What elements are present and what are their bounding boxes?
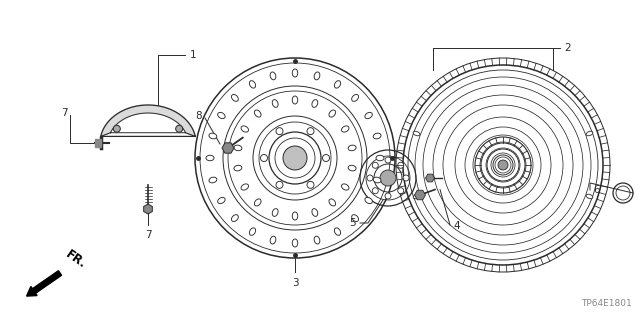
Ellipse shape [373,133,381,139]
Ellipse shape [292,69,298,77]
Circle shape [276,181,283,188]
Ellipse shape [241,184,248,190]
Polygon shape [95,139,101,147]
Ellipse shape [365,112,372,119]
Ellipse shape [250,228,255,235]
Ellipse shape [329,110,335,117]
Ellipse shape [342,126,349,132]
Ellipse shape [292,212,298,220]
Ellipse shape [334,228,340,235]
Text: 3: 3 [292,278,298,288]
Ellipse shape [234,145,242,151]
Ellipse shape [272,100,278,108]
Ellipse shape [218,197,225,204]
Ellipse shape [413,194,420,199]
Circle shape [323,154,330,161]
Ellipse shape [292,96,298,104]
Ellipse shape [209,177,217,183]
Circle shape [372,162,378,168]
Circle shape [307,181,314,188]
Ellipse shape [312,100,318,108]
Ellipse shape [250,81,255,88]
Ellipse shape [209,133,217,139]
Ellipse shape [329,199,335,206]
Ellipse shape [234,165,242,171]
Ellipse shape [270,72,276,80]
Circle shape [283,146,307,170]
Ellipse shape [348,165,356,171]
Ellipse shape [586,194,593,199]
Ellipse shape [241,126,248,132]
Ellipse shape [351,215,358,221]
Ellipse shape [314,236,320,244]
Ellipse shape [376,155,384,161]
Text: FR.: FR. [63,248,88,271]
Text: 7: 7 [61,108,68,118]
Circle shape [307,128,314,135]
Circle shape [380,170,396,186]
Ellipse shape [232,215,238,221]
Circle shape [403,175,409,181]
Ellipse shape [292,239,298,247]
Circle shape [367,175,373,181]
Text: 8: 8 [195,111,202,121]
Ellipse shape [254,199,261,206]
Circle shape [113,125,120,132]
Ellipse shape [413,131,420,136]
Ellipse shape [314,72,320,80]
Ellipse shape [312,209,318,216]
Ellipse shape [342,184,349,190]
Ellipse shape [586,131,593,136]
Ellipse shape [351,94,358,101]
Ellipse shape [232,94,238,101]
Ellipse shape [373,177,381,183]
Text: 5: 5 [349,218,356,228]
Ellipse shape [254,110,261,117]
Ellipse shape [218,112,225,119]
Polygon shape [100,105,195,137]
Ellipse shape [270,236,276,244]
Ellipse shape [334,81,340,88]
Circle shape [397,162,404,168]
Text: 7: 7 [145,230,151,240]
Circle shape [397,188,404,194]
Circle shape [260,154,268,161]
Ellipse shape [348,145,356,151]
Text: 4: 4 [453,221,460,231]
Text: 1: 1 [190,50,196,60]
Ellipse shape [365,197,372,204]
Circle shape [276,128,283,135]
Ellipse shape [206,155,214,161]
Circle shape [372,188,378,194]
Text: 2: 2 [564,43,571,53]
FancyArrow shape [27,271,61,296]
Circle shape [385,193,391,199]
Ellipse shape [272,209,278,216]
Circle shape [385,157,391,163]
Text: TP64E1801: TP64E1801 [581,299,632,308]
Circle shape [175,125,182,132]
Text: 6: 6 [593,185,600,195]
Circle shape [498,160,508,170]
